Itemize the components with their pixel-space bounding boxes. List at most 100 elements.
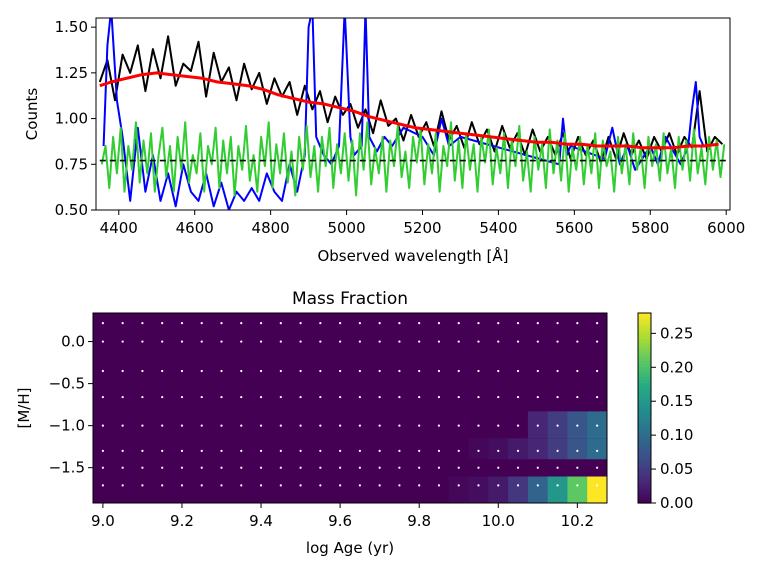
grid-point xyxy=(319,466,322,469)
grid-point xyxy=(477,424,480,427)
colorbar xyxy=(637,312,652,504)
colorbar-segment xyxy=(638,395,651,400)
heatmap-cell xyxy=(567,438,588,460)
grid-point xyxy=(536,340,539,343)
heatmap-cell xyxy=(547,476,568,503)
grid-point xyxy=(398,424,401,427)
grid-point xyxy=(141,340,144,343)
grid-point xyxy=(457,466,460,469)
heatmap-x-tick-label: 10.0 xyxy=(482,512,515,530)
grid-point xyxy=(240,466,243,469)
colorbar-tick-label: 0.20 xyxy=(660,358,693,376)
grid-point xyxy=(516,449,520,452)
grid-point xyxy=(457,449,460,452)
heatmap-cell xyxy=(468,438,489,460)
grid-point xyxy=(319,369,322,373)
grid-point xyxy=(220,340,223,343)
colorbar-segment xyxy=(638,493,651,498)
grid-point xyxy=(161,424,164,427)
grid-point xyxy=(180,395,184,399)
grid-point xyxy=(240,369,243,373)
heatmap-y-tick-label: −0.5 xyxy=(49,375,85,393)
colorbar-segment xyxy=(638,319,651,324)
heatmap-cell xyxy=(567,476,588,503)
spectrum-x-tick-label: 4400 xyxy=(100,219,138,237)
grid-point xyxy=(477,484,480,487)
colorbar-segment xyxy=(638,354,651,358)
heatmap-x-tick-label: 10.2 xyxy=(561,512,594,530)
spectrum-x-tick-label: 5400 xyxy=(479,219,517,237)
colorbar-tick-label: 0.15 xyxy=(660,392,693,410)
series-line-best-fit-model xyxy=(99,71,719,150)
colorbar-segment xyxy=(638,474,651,479)
grid-point xyxy=(596,466,599,469)
grid-point xyxy=(556,484,559,487)
heatmap-x-ticks: 9.0 9.2 9.4 9.6 9.8 10.0 10.2 xyxy=(91,503,594,530)
grid-point xyxy=(121,484,124,487)
grid-point xyxy=(200,449,203,452)
heatmap-cell xyxy=(587,476,607,503)
colorbar-segment xyxy=(638,357,651,362)
spectrum-y-tick-label: 0.75 xyxy=(55,155,88,173)
grid-point xyxy=(141,321,144,325)
grid-point xyxy=(200,321,203,325)
mass-fraction-chart: Mass Fraction 9.0 9.2 9.4 9.6 9.8 10.0 10.2 0.… xyxy=(15,289,693,557)
colorbar-segment xyxy=(638,398,651,403)
grid-point xyxy=(536,321,539,325)
grid-point xyxy=(121,321,124,325)
grid-point xyxy=(240,484,243,487)
grid-point xyxy=(259,369,263,373)
grid-point xyxy=(259,340,263,343)
spectrum-x-tick-label: 4800 xyxy=(252,219,290,237)
grid-point xyxy=(398,449,401,452)
grid-point xyxy=(497,369,500,373)
grid-point xyxy=(358,395,361,399)
colorbar-segment xyxy=(638,376,651,381)
grid-point xyxy=(497,466,500,469)
colorbar-segment xyxy=(638,452,651,457)
grid-point xyxy=(378,466,381,469)
grid-point xyxy=(339,466,342,469)
grid-point xyxy=(101,424,104,427)
grid-point xyxy=(299,321,302,325)
colorbar-segment xyxy=(638,442,651,447)
grid-point xyxy=(497,321,500,325)
colorbar-segment xyxy=(638,455,651,460)
colorbar-segment xyxy=(638,341,651,346)
grid-point xyxy=(536,449,539,452)
grid-point xyxy=(299,484,302,487)
grid-point xyxy=(418,369,421,373)
grid-point xyxy=(319,424,322,427)
grid-point xyxy=(378,484,381,487)
grid-point xyxy=(497,395,500,399)
colorbar-segment xyxy=(638,313,651,317)
colorbar-segment xyxy=(638,433,651,438)
grid-point xyxy=(101,466,104,469)
grid-point xyxy=(437,466,441,469)
grid-point xyxy=(141,449,144,452)
grid-point xyxy=(477,340,480,343)
spectrum-y-ticks: 0.50 0.75 1.00 1.25 1.50 xyxy=(55,18,96,219)
grid-point xyxy=(358,340,361,343)
grid-point xyxy=(536,484,539,487)
grid-point xyxy=(576,449,579,452)
heatmap-cells-group xyxy=(448,411,607,503)
spectrum-y-axis-label: Counts xyxy=(23,88,41,141)
grid-point xyxy=(378,449,381,452)
grid-point xyxy=(437,449,441,452)
colorbar-segment xyxy=(638,316,651,320)
grid-point xyxy=(299,466,302,469)
grid-point xyxy=(378,395,381,399)
grid-point xyxy=(240,395,243,399)
grid-point xyxy=(358,369,361,373)
grid-point xyxy=(516,369,520,373)
grid-point xyxy=(101,340,104,343)
grid-point xyxy=(516,321,520,325)
grid-point xyxy=(141,395,144,399)
heatmap-cell xyxy=(527,438,549,460)
colorbar-segment xyxy=(638,404,651,409)
colorbar-segment xyxy=(638,427,651,431)
grid-point xyxy=(279,369,282,373)
grid-point xyxy=(259,449,263,452)
